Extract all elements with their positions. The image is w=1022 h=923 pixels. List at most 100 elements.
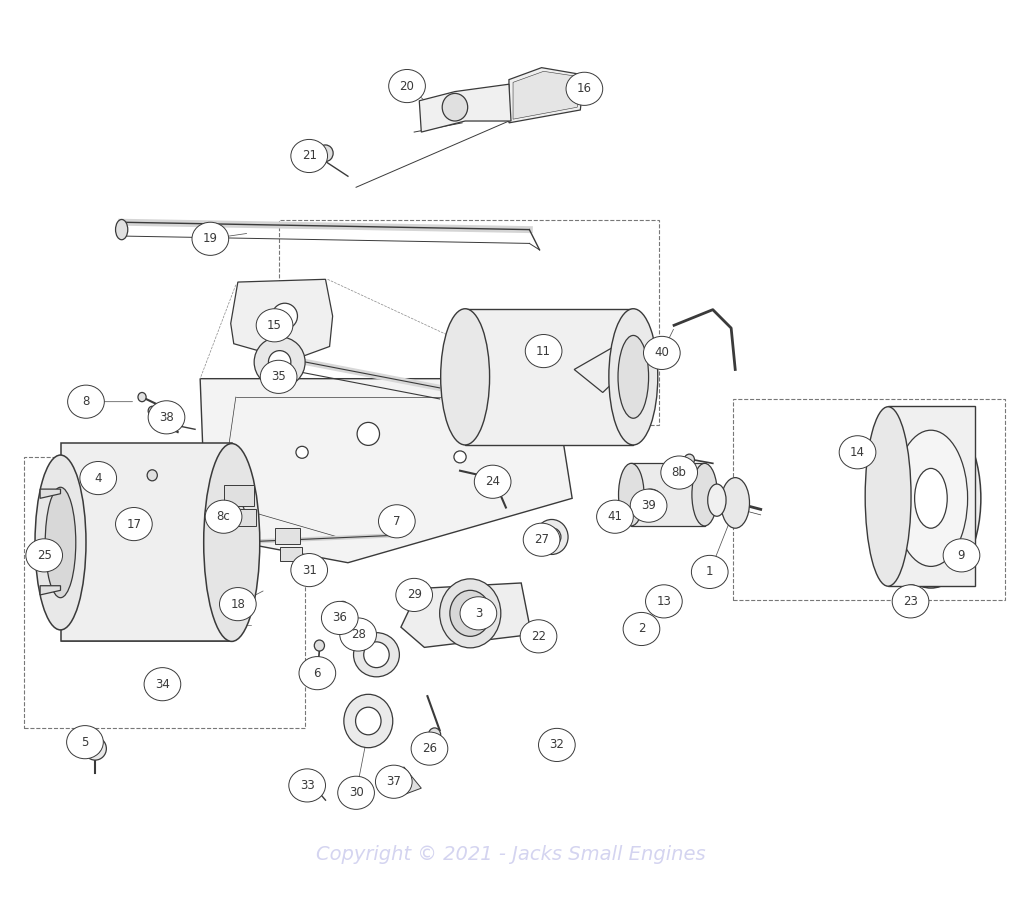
Circle shape (299, 656, 335, 689)
Text: 5: 5 (82, 736, 89, 749)
Ellipse shape (685, 454, 695, 465)
Text: 7: 7 (393, 515, 401, 528)
Text: 6: 6 (314, 666, 321, 679)
Text: 26: 26 (422, 742, 437, 755)
Ellipse shape (158, 420, 167, 429)
Ellipse shape (364, 641, 389, 667)
Text: Jacks©: Jacks© (407, 442, 558, 481)
Circle shape (566, 72, 603, 105)
Ellipse shape (35, 455, 86, 629)
Text: 36: 36 (332, 611, 347, 625)
Ellipse shape (658, 593, 675, 611)
Text: 9: 9 (958, 549, 965, 562)
Ellipse shape (609, 308, 658, 445)
Polygon shape (401, 583, 531, 647)
Polygon shape (542, 733, 570, 758)
Circle shape (66, 725, 103, 759)
Ellipse shape (228, 493, 234, 500)
Text: SMALL ENGINES: SMALL ENGINES (410, 487, 555, 506)
Ellipse shape (343, 694, 392, 748)
Ellipse shape (315, 640, 324, 651)
Text: 2: 2 (638, 622, 645, 635)
Ellipse shape (639, 623, 649, 634)
Bar (228, 509, 257, 526)
Text: 39: 39 (641, 499, 656, 512)
Text: 1: 1 (706, 566, 713, 579)
Ellipse shape (721, 477, 749, 528)
Text: 15: 15 (267, 318, 282, 331)
Text: 40: 40 (654, 346, 669, 359)
Circle shape (520, 619, 557, 653)
Ellipse shape (634, 617, 654, 641)
Circle shape (257, 308, 293, 342)
Ellipse shape (439, 579, 501, 648)
Ellipse shape (902, 585, 921, 605)
Ellipse shape (443, 93, 468, 121)
Bar (275, 528, 300, 545)
Circle shape (623, 613, 660, 645)
Circle shape (205, 500, 242, 533)
Polygon shape (386, 767, 421, 795)
Ellipse shape (493, 474, 505, 488)
Bar (24, 457, 306, 728)
Text: 22: 22 (531, 629, 546, 642)
Ellipse shape (245, 518, 251, 525)
Ellipse shape (866, 407, 911, 586)
Bar (888, 406, 975, 586)
Circle shape (144, 667, 181, 701)
Bar (733, 399, 1006, 600)
Ellipse shape (272, 304, 297, 329)
Ellipse shape (357, 423, 379, 446)
Polygon shape (40, 489, 60, 498)
Ellipse shape (154, 680, 171, 699)
Text: 41: 41 (607, 510, 622, 523)
Ellipse shape (707, 484, 726, 516)
Text: 19: 19 (202, 233, 218, 246)
Circle shape (539, 728, 575, 761)
Polygon shape (419, 84, 511, 132)
Text: 32: 32 (550, 738, 564, 751)
Ellipse shape (147, 470, 157, 481)
Ellipse shape (645, 496, 657, 509)
Ellipse shape (450, 591, 491, 636)
Ellipse shape (84, 737, 106, 761)
Circle shape (631, 489, 667, 522)
Circle shape (523, 523, 560, 557)
Text: 35: 35 (271, 370, 286, 383)
Polygon shape (200, 378, 572, 563)
Text: 17: 17 (127, 518, 141, 531)
Circle shape (115, 508, 152, 541)
Ellipse shape (238, 506, 244, 513)
Ellipse shape (354, 632, 400, 677)
Ellipse shape (254, 337, 306, 388)
Bar (465, 308, 634, 445)
Text: 28: 28 (351, 628, 366, 641)
Text: 27: 27 (535, 533, 549, 546)
Circle shape (322, 602, 358, 634)
Text: 38: 38 (159, 411, 174, 424)
Text: 21: 21 (301, 150, 317, 162)
Circle shape (192, 222, 229, 256)
Circle shape (220, 588, 257, 620)
Text: 34: 34 (155, 677, 170, 690)
Bar (280, 547, 303, 561)
Circle shape (460, 597, 497, 629)
Ellipse shape (881, 409, 981, 588)
Ellipse shape (536, 520, 568, 555)
Text: 33: 33 (299, 779, 315, 792)
Ellipse shape (45, 487, 76, 598)
Bar (632, 463, 704, 526)
Ellipse shape (618, 335, 649, 418)
Circle shape (261, 360, 297, 393)
Bar (224, 485, 254, 506)
Polygon shape (231, 280, 332, 360)
Polygon shape (509, 67, 585, 123)
Circle shape (692, 556, 728, 589)
Circle shape (388, 69, 425, 102)
Circle shape (474, 465, 511, 498)
Text: 13: 13 (656, 595, 671, 608)
Text: 30: 30 (349, 786, 364, 799)
Circle shape (26, 539, 62, 572)
Circle shape (148, 401, 185, 434)
Ellipse shape (356, 707, 381, 735)
